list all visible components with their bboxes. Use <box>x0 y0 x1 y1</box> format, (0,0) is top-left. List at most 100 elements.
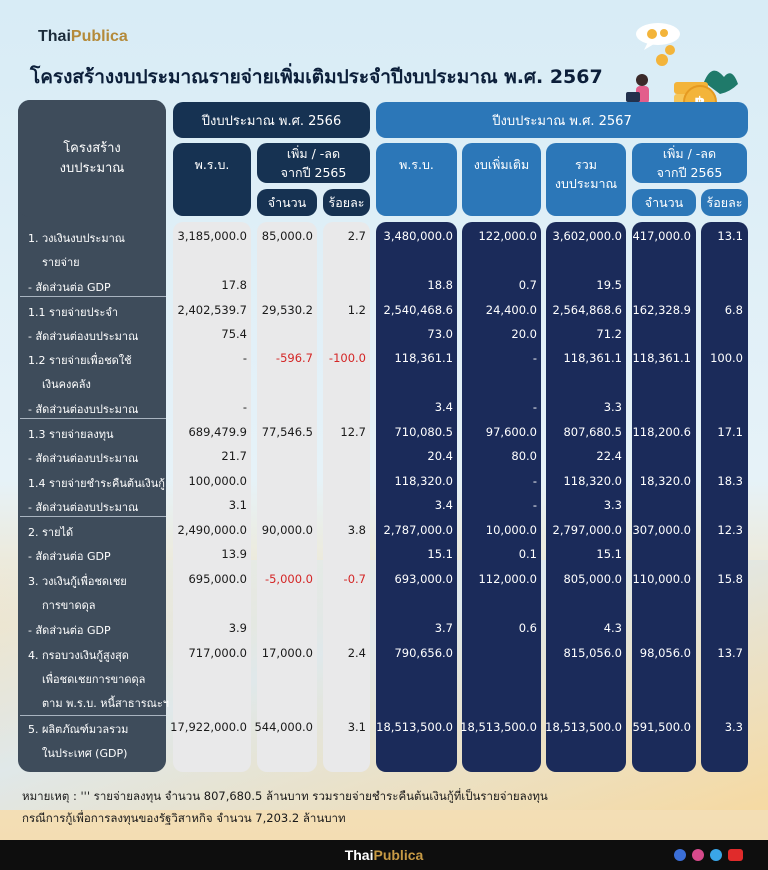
table-cell: 18,513,500.0 <box>376 720 453 734</box>
table-cell: 710,080.5 <box>394 425 453 439</box>
table-cell: -5,000.0 <box>264 572 313 586</box>
table-cell: 591,500.0 <box>632 720 691 734</box>
youtube-icon[interactable] <box>728 849 743 861</box>
row-label: การขาดดุล <box>42 599 96 612</box>
table-cell: 3.7 <box>434 621 453 635</box>
table-cell: 3.3 <box>603 498 622 512</box>
table-cell: 693,000.0 <box>394 572 453 586</box>
table-cell: 790,656.0 <box>394 646 453 660</box>
facebook-icon[interactable] <box>674 849 686 861</box>
table-cell: 77,546.5 <box>261 425 313 439</box>
row-divider <box>20 516 166 517</box>
footer-bar: ThaiPublica <box>0 840 768 870</box>
total-column <box>546 222 626 772</box>
change-2566-header: เพิ่ม / -ลด จากปี 2565 <box>257 143 370 183</box>
table-cell: 24,400.0 <box>485 303 537 317</box>
table-cell: - <box>242 351 247 365</box>
supplement-header: งบเพิ่มเติม <box>462 143 541 216</box>
table-cell: 15.1 <box>427 547 453 561</box>
table-cell: 3.4 <box>434 400 453 414</box>
row-divider <box>20 418 166 419</box>
table-cell: 18.3 <box>717 474 743 488</box>
table-cell: 13.7 <box>717 646 743 660</box>
amount-2567-column <box>632 222 696 772</box>
row-label: 5. ผลิตภัณฑ์มวลรวม <box>28 723 129 736</box>
amount-2567-header: จำนวน <box>632 189 696 216</box>
table-cell: 807,680.5 <box>563 425 622 439</box>
row-label: 1.3 รายจ่ายลงทุน <box>28 428 114 441</box>
row-label: เงินคงคลัง <box>42 378 91 391</box>
twitter-icon[interactable] <box>710 849 722 861</box>
table-cell: 75.4 <box>221 327 247 341</box>
table-cell: 17.8 <box>221 278 247 292</box>
table-cell: 80.0 <box>511 449 537 463</box>
table-cell: 13.1 <box>717 229 743 243</box>
table-cell: 15.1 <box>596 547 622 561</box>
table-cell: 71.2 <box>596 327 622 341</box>
table-cell: 2.7 <box>347 229 366 243</box>
table-cell: 15.8 <box>717 572 743 586</box>
table-cell: - <box>532 474 537 488</box>
row-label: 1. วงเงินงบประมาณ <box>28 232 125 245</box>
amount-2566-header: จำนวน <box>257 189 317 216</box>
table-cell: 18.8 <box>427 278 453 292</box>
table-cell: - <box>532 400 537 414</box>
row-label: 2. รายได้ <box>28 526 74 539</box>
note-line-2: กรณีการกู้เพื่อการลงทุนของรัฐวิสาหกิจ จำ… <box>22 811 346 825</box>
table-cell: 3.1 <box>228 498 247 512</box>
row-label: - สัดส่วนต่องบประมาณ <box>28 330 139 343</box>
table-cell: 112,000.0 <box>478 572 537 586</box>
table-cell: 3.8 <box>347 523 366 537</box>
table-cell: 717,000.0 <box>188 646 247 660</box>
table-cell: 2.4 <box>347 646 366 660</box>
table-cell: 118,361.1 <box>632 351 691 365</box>
table-cell: 3.3 <box>603 400 622 414</box>
table-cell: 17,000.0 <box>261 646 313 660</box>
percent-2567-header: ร้อยละ <box>701 189 748 216</box>
table-cell: 3.3 <box>724 720 743 734</box>
table-cell: 20.0 <box>511 327 537 341</box>
change-2567-header: เพิ่ม / -ลด จากปี 2565 <box>632 143 747 183</box>
row-label: เพื่อชดเชยการขาดดุล <box>42 673 146 686</box>
table-cell: 2,787,000.0 <box>383 523 454 537</box>
table-cell: 18,513,500.0 <box>460 720 537 734</box>
instagram-icon[interactable] <box>692 849 704 861</box>
supplement-column <box>462 222 541 772</box>
table-cell: 162,328.9 <box>632 303 691 317</box>
percent-2566-header: ร้อยละ <box>323 189 370 216</box>
footer-logo: ThaiPublica <box>344 847 424 863</box>
structure-header: โครงสร้าง งบประมาณ <box>18 100 166 217</box>
row-divider <box>20 296 166 297</box>
prb-2567-header: พ.ร.บ. <box>376 143 457 216</box>
table-cell: 100.0 <box>710 351 743 365</box>
table-cell: 0.6 <box>518 621 537 635</box>
table-cell: 3,602,000.0 <box>552 229 623 243</box>
row-label: 4. กรอบวงเงินกู้สูงสุด <box>28 649 129 662</box>
row-label: 1.4 รายจ่ายชำระคืนต้นเงินกู้ <box>28 477 165 490</box>
table-cell: 417,000.0 <box>632 229 691 243</box>
table-cell: 307,000.0 <box>632 523 691 537</box>
table-cell: 3.4 <box>434 498 453 512</box>
table-cell: 2,797,000.0 <box>552 523 623 537</box>
row-label: 3. วงเงินกู้เพื่อชดเชย <box>28 575 127 588</box>
table-cell: 544,000.0 <box>254 720 313 734</box>
table-cell: 3,185,000.0 <box>177 229 248 243</box>
table-cell: - <box>532 498 537 512</box>
row-label: - สัดส่วนต่องบประมาณ <box>28 501 139 514</box>
table-cell: 20.4 <box>427 449 453 463</box>
table-cell: - <box>242 400 247 414</box>
row-label: - สัดส่วนต่อ GDP <box>28 281 111 294</box>
table-cell: 2,540,468.6 <box>383 303 454 317</box>
table-cell: 2,490,000.0 <box>177 523 248 537</box>
table-cell: 19.5 <box>596 278 622 292</box>
row-label: ตาม พ.ร.บ. หนี้สาธารณะฯ <box>42 697 169 710</box>
total-header: รวม งบประมาณ <box>546 143 626 216</box>
table-cell: 6.8 <box>724 303 743 317</box>
table-cell: 118,361.1 <box>563 351 622 365</box>
table-cell: 805,000.0 <box>563 572 622 586</box>
percent-2566-column <box>323 222 370 772</box>
year-2567-header: ปีงบประมาณ พ.ศ. 2567 <box>376 102 748 138</box>
table-cell: 17,922,000.0 <box>170 720 247 734</box>
table-cell: -0.7 <box>343 572 366 586</box>
table-cell: 0.1 <box>518 547 537 561</box>
